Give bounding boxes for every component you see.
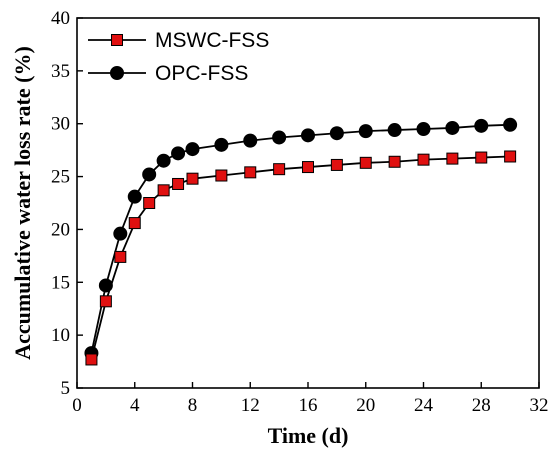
y-tick-label: 25 <box>51 167 70 188</box>
data-point-mswc-fss <box>302 161 314 174</box>
data-point-mswc-fss <box>273 163 286 176</box>
data-point-mswc-fss <box>99 295 112 308</box>
series-mswc-fss <box>85 150 517 366</box>
y-tick-label: 20 <box>51 219 70 240</box>
data-point-mswc-fss <box>128 217 141 230</box>
legend-marker <box>111 34 123 46</box>
legend-label: OPC-FSS <box>155 62 248 85</box>
y-axis-title: Accumulative water loss rate (%) <box>10 46 35 360</box>
data-point-mswc-fss <box>186 172 199 185</box>
data-point-opc-fss <box>387 123 402 138</box>
data-point-mswc-fss <box>475 151 488 164</box>
data-point-mswc-fss <box>114 250 127 263</box>
data-point-mswc-fss <box>417 153 430 166</box>
data-point-opc-fss <box>445 120 460 135</box>
data-point-opc-fss <box>243 133 258 148</box>
data-point-mswc-fss <box>85 353 98 366</box>
legend-item-opc-fss: OPC-FSS <box>88 62 248 85</box>
data-point-opc-fss <box>214 137 229 152</box>
legend-label: MSWC-FSS <box>155 29 269 52</box>
data-point-mswc-fss <box>215 169 228 182</box>
data-point-opc-fss <box>503 117 518 132</box>
data-point-opc-fss <box>113 226 128 241</box>
data-point-opc-fss <box>358 124 373 139</box>
data-point-mswc-fss <box>244 166 257 179</box>
data-point-mswc-fss <box>446 152 459 165</box>
data-point-mswc-fss <box>143 197 156 209</box>
x-tick-label: 8 <box>188 395 198 416</box>
y-tick-label: 10 <box>51 325 70 346</box>
ticks-layer: 0 4 8 12 16 20 24 28 32 5 10 15 20 25 30 35 40 <box>51 8 549 416</box>
x-axis-title: Time (d) <box>268 423 349 448</box>
data-point-opc-fss <box>329 126 344 141</box>
data-point-mswc-fss <box>330 158 343 171</box>
data-point-opc-fss <box>142 167 157 182</box>
data-point-mswc-fss <box>388 155 401 168</box>
x-tick-label: 28 <box>472 395 491 416</box>
legend-marker <box>110 66 124 80</box>
data-point-mswc-fss <box>504 150 517 163</box>
x-tick-label: 0 <box>72 395 82 416</box>
data-point-opc-fss <box>156 153 171 168</box>
data-point-opc-fss <box>127 189 142 204</box>
x-tick-label: 32 <box>530 395 549 416</box>
y-tick-label: 35 <box>51 61 70 82</box>
series-layer <box>84 117 518 366</box>
data-point-mswc-fss <box>157 184 170 197</box>
y-tick-label: 30 <box>51 114 70 135</box>
y-tick-label: 40 <box>51 8 70 29</box>
legend: MSWC-FSS OPC-FSS <box>88 29 269 85</box>
data-point-opc-fss <box>171 146 186 161</box>
data-point-opc-fss <box>301 128 315 143</box>
data-point-opc-fss <box>416 122 431 136</box>
x-tick-label: 12 <box>241 395 260 416</box>
data-point-opc-fss <box>185 142 200 157</box>
data-point-opc-fss <box>474 118 489 133</box>
data-point-mswc-fss <box>172 177 185 190</box>
x-tick-label: 20 <box>356 395 375 416</box>
legend-item-mswc-fss: MSWC-FSS <box>88 29 269 52</box>
y-tick-label: 15 <box>51 272 70 293</box>
data-point-mswc-fss <box>359 156 372 169</box>
x-tick-label: 16 <box>299 395 318 416</box>
y-tick-label: 5 <box>61 378 71 399</box>
x-tick-label: 4 <box>130 395 140 416</box>
data-point-opc-fss <box>272 130 287 145</box>
x-tick-label: 24 <box>414 395 434 416</box>
